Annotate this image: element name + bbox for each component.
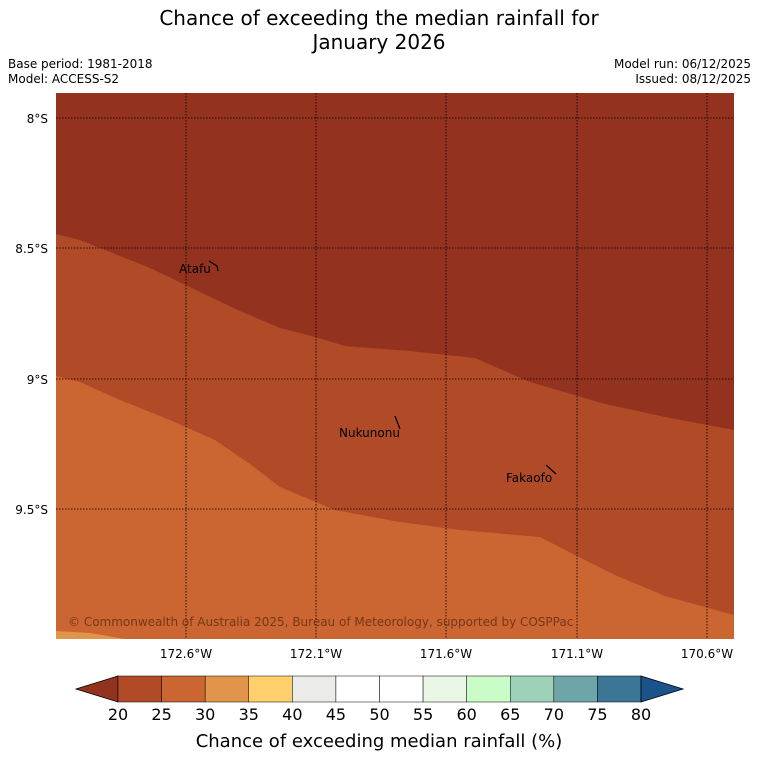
region-25-30: [56, 376, 734, 639]
colorbar-bin-75-80: [597, 675, 642, 703]
island-outlines: [208, 260, 557, 475]
lat-labels: 8°S 8.5°S 9°S 9.5°S: [15, 112, 48, 517]
place-label-nukunonu: Nukunonu: [339, 426, 400, 440]
chart-title: Chance of exceeding the median rainfall …: [0, 6, 758, 54]
colorbar-bin-70-75: [553, 675, 598, 703]
meta-left: Base period: 1981-2018 Model: ACCESS-S2: [8, 57, 153, 87]
colorbar-label: Chance of exceeding median rainfall (%): [196, 731, 563, 752]
gridlines: [56, 93, 734, 639]
colorbar-under-arrow: [74, 675, 119, 703]
colorbar-tick-30: 30: [195, 705, 215, 724]
colorbar-bin-45-50: [335, 675, 380, 703]
colorbar-tick-70: 70: [544, 705, 564, 724]
colorbar-tick-20: 20: [108, 705, 128, 724]
colorbar-bin-20-25: [117, 675, 162, 703]
colorbar-tick-40: 40: [282, 705, 302, 724]
colorbar-bin-60-65: [466, 675, 511, 703]
colorbar-tick-25: 25: [151, 705, 171, 724]
colorbar-bin-50-55: [379, 675, 424, 703]
colorbar-tick-60: 60: [456, 705, 476, 724]
lon-label-171-6w: 171.6°W: [420, 647, 472, 661]
lon-label-172-1w: 172.1°W: [290, 647, 342, 661]
model-run: Model run: 06/12/2025: [613, 57, 751, 71]
lat-label-9s: 9°S: [27, 373, 48, 387]
lon-labels: 172.6°W 172.1°W 171.6°W 171.1°W 170.6°W: [160, 647, 733, 661]
colorbar-tick-75: 75: [587, 705, 607, 724]
lon-label-172-6w: 172.6°W: [160, 647, 212, 661]
colorbar-tick-55: 55: [413, 705, 433, 724]
lon-label-171-1w: 171.1°W: [551, 647, 603, 661]
region-30-35: [56, 631, 125, 639]
lat-label-8-5s: 8.5°S: [15, 242, 48, 256]
colorbar: 20 25 30 35 40 45 50 55 60 65 70 75 80: [74, 675, 685, 724]
colorbar-tick-65: 65: [500, 705, 520, 724]
colorbar-bin-30-35: [204, 675, 250, 703]
colorbar-tick-50: 50: [369, 705, 389, 724]
fakaofo-outline: [545, 464, 557, 475]
nukunonu-outline: [394, 415, 401, 430]
colorbar-bin-40-45: [292, 675, 337, 703]
title-line-2: January 2026: [312, 30, 446, 54]
base-period: Base period: 1981-2018: [8, 57, 153, 71]
copyright-notice: © Commonwealth of Australia 2025, Bureau…: [68, 615, 573, 629]
colorbar-bin-65-70: [510, 675, 555, 703]
colorbar-bin-55-60: [422, 675, 467, 703]
title-line-1: Chance of exceeding the median rainfall …: [159, 6, 599, 30]
place-label-fakaofo: Fakaofo: [506, 471, 552, 485]
colorbar-tick-80: 80: [631, 705, 651, 724]
meta-right: Model run: 06/12/2025 Issued: 08/12/2025: [614, 57, 751, 87]
colorbar-bin-25-30: [161, 675, 206, 703]
issued-date: Issued: 08/12/2025: [635, 72, 751, 86]
colorbar-bin-35-40: [248, 675, 293, 703]
place-labels: Atafu Nukunonu Fakaofo: [179, 262, 552, 485]
colorbar-tick-35: 35: [239, 705, 259, 724]
colorbar-tick-45: 45: [326, 705, 346, 724]
atafu-outline: [208, 260, 219, 272]
lat-label-9-5s: 9.5°S: [15, 503, 48, 517]
colorbar-over-arrow: [640, 675, 685, 703]
model-name: Model: ACCESS-S2: [8, 72, 120, 86]
lon-label-170-6w: 170.6°W: [681, 647, 733, 661]
place-label-atafu: Atafu: [179, 262, 211, 276]
lat-label-8s: 8°S: [27, 112, 48, 126]
